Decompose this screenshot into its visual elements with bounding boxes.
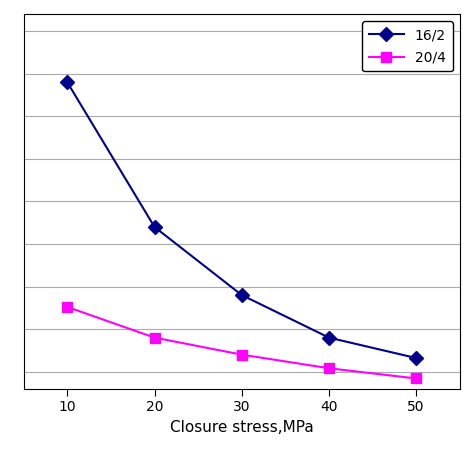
20/4: [413, 375, 419, 381]
20/4: [326, 365, 332, 371]
16/2: [152, 224, 157, 230]
16/2: [64, 80, 70, 85]
16/2: [413, 355, 419, 361]
20/4: [152, 335, 157, 340]
20/4: [239, 352, 245, 357]
Line: 20/4: 20/4: [63, 302, 421, 383]
16/2: [239, 292, 245, 298]
16/2: [326, 335, 332, 340]
Legend: 16/2, 20/4: 16/2, 20/4: [362, 21, 453, 72]
Line: 16/2: 16/2: [63, 77, 421, 363]
20/4: [64, 304, 70, 310]
X-axis label: Closure stress,MPa: Closure stress,MPa: [170, 420, 314, 435]
